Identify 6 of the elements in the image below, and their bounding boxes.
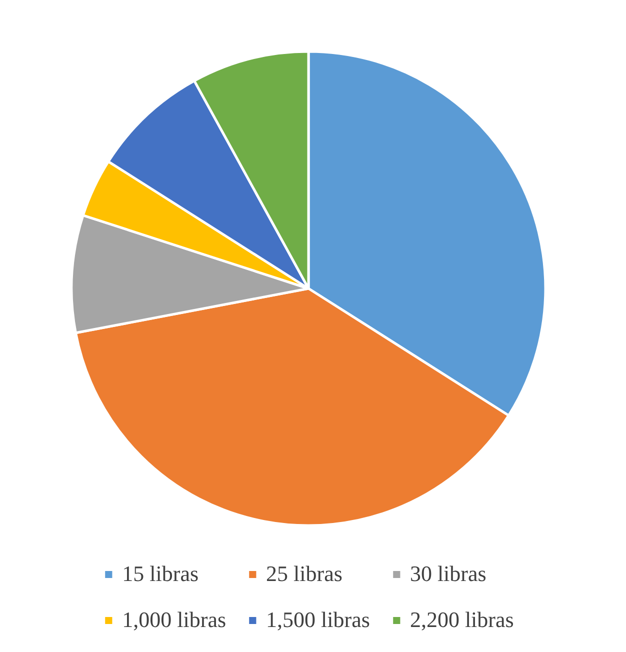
legend-label: 1,000 libras [122,607,226,633]
legend-label: 30 libras [410,561,486,587]
legend-label: 15 libras [122,561,199,587]
legend-label: 25 libras [266,561,342,587]
legend-label: 2,200 libras [410,607,514,633]
legend-label: 1,500 libras [266,607,370,633]
